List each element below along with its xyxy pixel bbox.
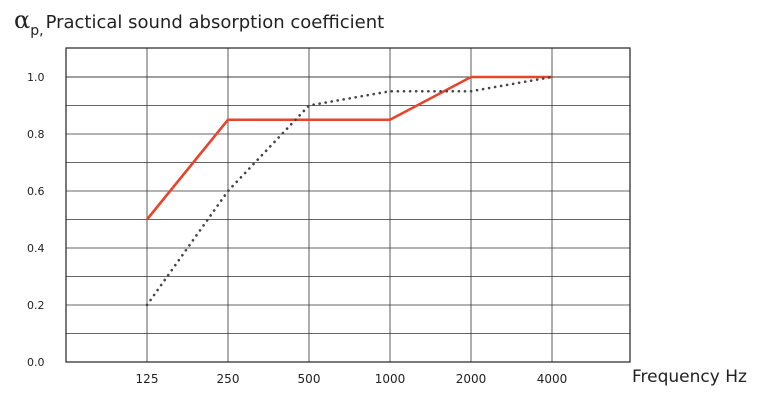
y-tick-label: 0.4 [27,242,45,255]
y-tick-label: 0.6 [27,185,45,198]
x-tick-label: 125 [136,372,159,386]
title-subscript: p [30,23,40,39]
series-line-solid [145,75,552,221]
plot-frame [65,47,631,363]
series-line-dotted [145,75,554,307]
x-tick-label: 2000 [456,372,487,386]
x-tick-label: 4000 [537,372,568,386]
y-tick-label: 0.2 [27,299,45,312]
y-tick-labels: 0.0 0.2 0.4 0.6 0.8 1.0 [27,71,45,369]
chart-title: αp, Practical sound absorption coefficien… [14,6,385,39]
title-separator: , [39,23,44,39]
y-tick-label: 1.0 [27,71,45,84]
y-tick-label: 0.8 [27,128,45,141]
series-layer [145,75,554,307]
grid [66,48,630,362]
x-tick-labels: 125 250 500 1000 2000 4000 [136,372,568,386]
title-symbol: α [14,6,31,34]
x-axis-label: Frequency Hz [632,367,747,387]
y-tick-label: 0.0 [27,356,45,369]
x-tick-label: 250 [217,372,240,386]
x-tick-label: 1000 [375,372,406,386]
x-tick-label: 500 [298,372,321,386]
title-text: Practical sound absorption coefficient [45,12,385,33]
